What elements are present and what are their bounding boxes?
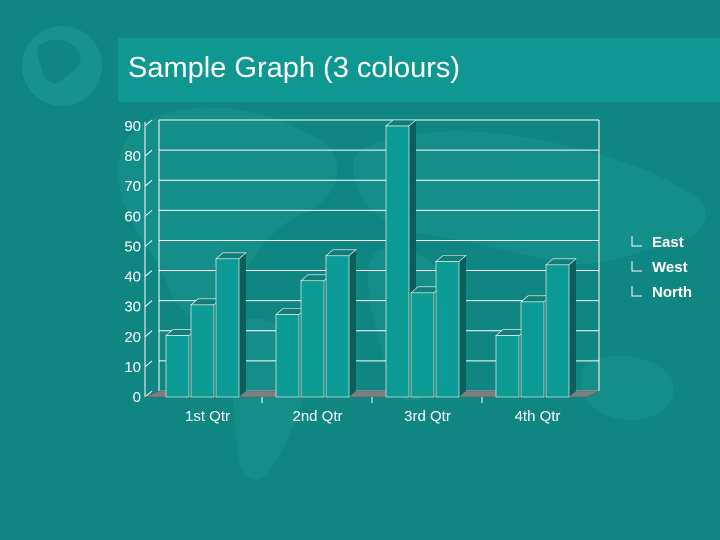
y-tick-label: 50 [124, 238, 141, 255]
bar-north [325, 255, 350, 398]
bar-east [275, 314, 300, 398]
y-tick-label: 90 [124, 118, 141, 135]
y-tick-mark [144, 149, 153, 157]
x-tick-label: 2nd Qtr [292, 408, 342, 425]
y-tick-label: 40 [124, 269, 141, 286]
bar-west [190, 304, 215, 398]
y-tick-label: 70 [124, 178, 141, 195]
legend-label: West [652, 259, 688, 276]
globe-icon [22, 26, 102, 106]
bar-east [495, 335, 520, 398]
bar-east [165, 335, 190, 398]
bar-side [459, 255, 466, 397]
y-tick-label: 0 [133, 389, 141, 406]
bar-west [300, 280, 325, 398]
y-tick-mark [144, 390, 153, 398]
y-tick-label: 60 [124, 208, 141, 225]
title-bar [118, 38, 720, 102]
y-tick-mark [144, 209, 153, 217]
legend-swatch [631, 261, 642, 272]
y-tick-label: 20 [124, 329, 141, 346]
y-tick-label: 80 [124, 148, 141, 165]
legend-swatch [631, 236, 642, 247]
bar-north [435, 261, 460, 398]
x-tick-label: 3rd Qtr [404, 408, 451, 425]
legend-label: North [652, 284, 692, 301]
y-tick-label: 30 [124, 299, 141, 316]
bar-west [520, 301, 545, 398]
y-tick-mark [144, 300, 153, 308]
bar-west [410, 292, 435, 398]
bar-side [239, 252, 246, 397]
y-tick-mark [144, 119, 153, 127]
y-tick-mark [144, 179, 153, 187]
bar-north [545, 264, 570, 398]
bar-north [215, 258, 240, 398]
bar-east [385, 125, 410, 398]
slide-title: Sample Graph (3 colours) [128, 52, 461, 84]
y-tick-label: 10 [124, 359, 141, 376]
legend-label: East [652, 234, 684, 251]
legend-swatch [631, 286, 642, 297]
y-tick-mark [144, 360, 153, 368]
y-tick-mark [144, 240, 153, 247]
y-tick-mark [144, 270, 153, 277]
bar-side [349, 249, 356, 397]
y-tick-mark [144, 330, 153, 338]
x-tick-label: 1st Qtr [185, 408, 230, 425]
bar-side [569, 258, 576, 397]
x-tick-label: 4th Qtr [515, 408, 561, 425]
